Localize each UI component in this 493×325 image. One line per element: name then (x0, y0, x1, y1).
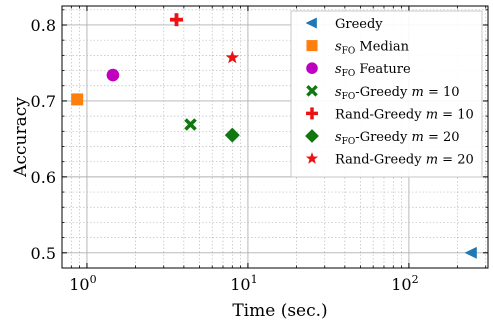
legend-label: Greedy (335, 17, 383, 32)
data-point-plus (169, 13, 183, 27)
legend-marker-star (305, 152, 319, 164)
data-points (71, 13, 477, 259)
plot-frame (61, 5, 489, 269)
y-tick-label: 0.7 (31, 92, 56, 111)
x-axis-label: Time (sec.) (232, 301, 327, 321)
y-tick-label: 0.8 (31, 16, 56, 35)
y-tick-labels: 0.5 0.6 0.7 0.8 (31, 16, 56, 263)
legend-marker-x (306, 85, 318, 97)
legend-item: sFO Feature (306, 62, 411, 79)
legend-marker-plus (306, 107, 318, 120)
data-point-star (225, 50, 239, 64)
y-axis-label: Accuracy (11, 97, 31, 178)
data-point-circle (106, 68, 120, 82)
data-point-x (184, 118, 197, 131)
axis-ticks (61, 6, 488, 268)
legend-label: sFO Median (335, 40, 410, 57)
legend-item: sFO-Greedy m = 20 (305, 129, 460, 147)
legend-label: sFO-Greedy m = 20 (335, 130, 460, 147)
data-point-triangle-left (464, 246, 477, 259)
y-tick-label: 0.5 (31, 244, 56, 263)
x-tick-labels: 100 101 102 (69, 273, 418, 294)
legend-label: Rand-Greedy m = 10 (335, 107, 474, 122)
legend-item: Rand-Greedy m = 20 (305, 152, 474, 168)
legend-label: sFO-Greedy m = 10 (335, 85, 460, 102)
legend-item: sFO-Greedy m = 10 (306, 85, 460, 102)
x-tick-label: 102 (391, 273, 418, 294)
legend: Greedy sFO Median sFO Feature sFO-Greedy m … (290, 10, 483, 178)
legend-label: Rand-Greedy m = 20 (335, 153, 474, 168)
y-tick-label: 0.6 (31, 168, 56, 187)
legend-marker-circle (306, 62, 318, 74)
legend-box (290, 10, 483, 178)
data-point-diamond (224, 127, 240, 143)
x-tick-label: 100 (69, 273, 96, 294)
legend-marker-diamond (305, 129, 319, 143)
legend-item: Rand-Greedy m = 10 (306, 107, 474, 122)
legend-label: sFO Feature (335, 62, 411, 79)
legend-item: Greedy (305, 17, 383, 32)
legend-marker-square (306, 40, 318, 52)
legend-item: sFO Median (306, 40, 410, 57)
x-tick-label: 101 (230, 273, 257, 294)
data-point-square (71, 93, 84, 106)
legend-marker-triangle-left (305, 17, 317, 29)
